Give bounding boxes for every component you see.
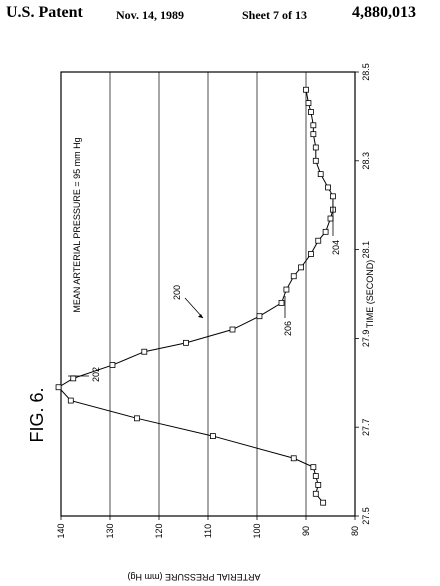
data-point-27 <box>318 172 323 177</box>
pressure-line <box>59 90 333 503</box>
data-point-0 <box>321 500 326 505</box>
mean-pressure-annotation: MEAN ARTERIAL PRESSURE = 95 mm Hg <box>72 137 82 312</box>
data-point-12 <box>142 349 147 354</box>
data-point-16 <box>279 300 284 305</box>
data-point-26 <box>326 185 331 190</box>
data-point-23 <box>328 216 333 221</box>
data-point-10 <box>71 376 76 381</box>
data-point-32 <box>308 109 313 114</box>
figure-label: FIG. 6. <box>27 387 47 442</box>
pressure-tick-label-120: 120 <box>154 523 164 538</box>
data-point-5 <box>291 456 296 461</box>
data-point-31 <box>311 123 316 128</box>
data-point-6 <box>210 434 215 439</box>
time-tick-label-28.5: 28.5 <box>361 63 371 81</box>
data-point-7 <box>134 416 139 421</box>
ref-202: 202 <box>91 367 101 382</box>
data-point-14 <box>230 327 235 332</box>
time-tick-label-27.9: 27.9 <box>361 330 371 348</box>
time-tick-label-27.5: 27.5 <box>361 507 371 525</box>
data-point-34 <box>304 87 309 92</box>
data-point-25 <box>330 194 335 199</box>
ref-204: 204 <box>331 240 341 255</box>
data-point-3 <box>313 474 318 479</box>
pressure-series <box>56 87 335 505</box>
time-tick-label-27.7: 27.7 <box>361 418 371 436</box>
ref-200: 200 <box>172 285 182 300</box>
grid-lines <box>61 72 355 516</box>
data-point-1 <box>313 491 318 496</box>
data-point-18 <box>291 274 296 279</box>
data-point-19 <box>299 265 304 270</box>
pressure-tick-label-130: 130 <box>105 523 115 538</box>
data-point-33 <box>306 101 311 106</box>
data-point-2 <box>316 482 321 487</box>
time-tick-label-28.3: 28.3 <box>361 152 371 170</box>
data-point-9 <box>56 385 61 390</box>
data-point-17 <box>284 287 289 292</box>
time-tick-label-28.1: 28.1 <box>361 241 371 259</box>
data-point-21 <box>316 238 321 243</box>
data-point-28 <box>313 158 318 163</box>
data-point-11 <box>110 363 115 368</box>
pressure-tick-label-90: 90 <box>301 526 311 536</box>
pressure-tick-label-110: 110 <box>203 524 213 538</box>
data-point-29 <box>313 145 318 150</box>
data-point-22 <box>323 229 328 234</box>
data-point-20 <box>308 252 313 257</box>
time-axis-label: TIME (SECOND) <box>365 260 375 329</box>
data-point-8 <box>68 398 73 403</box>
ref-206: 206 <box>283 321 293 336</box>
ref-200-arrowhead <box>198 314 203 318</box>
data-point-4 <box>311 465 316 470</box>
pressure-tick-label-140: 140 <box>56 523 66 538</box>
pressure-tick-label-100: 100 <box>252 523 262 538</box>
data-point-15 <box>257 314 262 319</box>
pressure-axis-ticks: 80 90 100 110 120 130 140 <box>56 516 360 539</box>
pressure-axis-label: ARTERIAL PRESSURE (mm Hg) <box>127 572 260 582</box>
pressure-tick-label-80: 80 <box>350 526 360 536</box>
data-point-30 <box>311 132 316 137</box>
data-point-13 <box>183 340 188 345</box>
